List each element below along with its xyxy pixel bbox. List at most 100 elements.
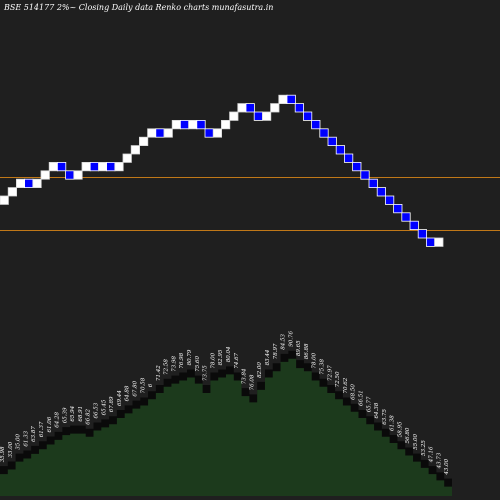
volume-label: 83.44 bbox=[265, 349, 271, 365]
brick-down bbox=[179, 120, 190, 130]
brick-down bbox=[196, 120, 206, 130]
volume-label: 75.38 bbox=[320, 359, 326, 375]
brick-up bbox=[15, 178, 26, 188]
volume-label: 74.67 bbox=[234, 352, 240, 368]
brick-up bbox=[122, 153, 132, 163]
brick-down bbox=[245, 103, 255, 113]
brick-down bbox=[286, 94, 296, 104]
volume-label: 89.65 bbox=[296, 340, 302, 356]
volume-label: 78.97 bbox=[273, 343, 279, 359]
brick-down bbox=[155, 128, 165, 138]
brick-down bbox=[106, 161, 116, 172]
volume-label: 76.98 bbox=[179, 352, 185, 368]
brick-up bbox=[48, 161, 59, 172]
volume-label: 61.06 bbox=[47, 416, 53, 432]
brick-down bbox=[294, 103, 305, 113]
brick-down bbox=[360, 170, 370, 180]
brick-up bbox=[81, 161, 91, 172]
brick-up bbox=[220, 120, 231, 130]
volume-label: 61.38 bbox=[390, 415, 396, 431]
volume-label: 61.33 bbox=[23, 430, 29, 446]
volume-label: 65.39 bbox=[62, 407, 68, 423]
brick-up bbox=[98, 161, 108, 172]
brick-down bbox=[409, 220, 419, 230]
brick-up bbox=[237, 103, 247, 113]
brick-down bbox=[343, 153, 354, 163]
volume-label: 78.00 bbox=[210, 352, 216, 368]
volume-label: 55.00 bbox=[413, 433, 419, 449]
volume-label: 73.75 bbox=[203, 365, 209, 381]
brick-down bbox=[65, 170, 75, 180]
brick-up bbox=[434, 237, 444, 247]
volume-label: 72.97 bbox=[327, 365, 333, 381]
brick-up bbox=[171, 120, 181, 130]
brick-down bbox=[384, 195, 395, 205]
volume-label: 70.58 bbox=[140, 377, 146, 393]
volume-label: 80.04 bbox=[226, 346, 232, 362]
renko-bricks bbox=[0, 94, 444, 247]
brick-up bbox=[261, 111, 272, 121]
volume-label: 64.28 bbox=[55, 412, 61, 428]
volume-label: 69.44 bbox=[117, 390, 123, 406]
brick-down bbox=[376, 187, 387, 197]
brick-up bbox=[114, 161, 124, 172]
volume-label: 72.50 bbox=[335, 371, 341, 387]
volume-label: 73.84 bbox=[242, 368, 248, 384]
volume-label: 6 bbox=[148, 383, 154, 387]
volume-label: 66.51 bbox=[359, 390, 365, 406]
brick-up bbox=[7, 187, 17, 197]
volume-label: 76.08 bbox=[249, 374, 255, 390]
volume-label: 33.00 bbox=[8, 441, 14, 457]
brick-up bbox=[138, 136, 149, 146]
volume-label: 66.53 bbox=[94, 402, 100, 418]
volume-label: 64.88 bbox=[125, 385, 131, 401]
volume-label: 35.98 bbox=[0, 446, 6, 462]
brick-down bbox=[319, 128, 329, 138]
brick-up bbox=[270, 103, 280, 113]
brick-down bbox=[89, 161, 99, 172]
brick-up bbox=[278, 94, 288, 104]
brick-up bbox=[212, 128, 222, 138]
volume-label: 70.62 bbox=[343, 377, 349, 393]
brick-down bbox=[335, 145, 346, 155]
volume-label: 65.77 bbox=[366, 396, 372, 412]
volume-label: 67.80 bbox=[133, 380, 139, 396]
volume-label: 75.60 bbox=[195, 355, 201, 371]
volume-label: 68.91 bbox=[78, 406, 84, 422]
volume-label: 63.75 bbox=[382, 408, 388, 424]
brick-down bbox=[327, 136, 337, 146]
volume-label: 56.80 bbox=[405, 427, 411, 443]
brick-up bbox=[40, 170, 50, 180]
brick-down bbox=[253, 111, 263, 121]
volume-label: 58.95 bbox=[397, 421, 403, 437]
brick-down bbox=[302, 111, 313, 121]
brick-down bbox=[204, 128, 214, 138]
brick-down bbox=[368, 178, 378, 188]
brick-up bbox=[0, 195, 9, 205]
volume-label: 43.73 bbox=[436, 452, 442, 469]
brick-down bbox=[417, 229, 428, 239]
chart-title: BSE 514177 2%~ Closing Daily data Renko … bbox=[4, 3, 274, 12]
volume-label: 64.38 bbox=[374, 402, 380, 418]
brick-down bbox=[311, 120, 321, 130]
volume-label: 90.76 bbox=[288, 330, 294, 346]
brick-up bbox=[73, 170, 83, 180]
brick-down bbox=[352, 161, 362, 172]
volume-area bbox=[0, 350, 452, 496]
volume-label: 73.98 bbox=[171, 355, 177, 371]
volume-label: 63.87 bbox=[31, 426, 37, 442]
volume-label: 82.00 bbox=[257, 362, 263, 378]
brick-down bbox=[393, 203, 403, 214]
volume-fill bbox=[0, 358, 452, 496]
volume-label: 80.79 bbox=[187, 349, 193, 365]
brick-up bbox=[163, 128, 173, 138]
volume-label: 68.50 bbox=[351, 384, 357, 400]
brick-up bbox=[147, 128, 157, 138]
brick-down bbox=[425, 237, 436, 247]
volume-label: 84.53 bbox=[281, 334, 287, 350]
volume-label: 82.95 bbox=[218, 349, 224, 365]
brick-down bbox=[401, 212, 411, 222]
volume-label: 47.16 bbox=[429, 446, 435, 463]
